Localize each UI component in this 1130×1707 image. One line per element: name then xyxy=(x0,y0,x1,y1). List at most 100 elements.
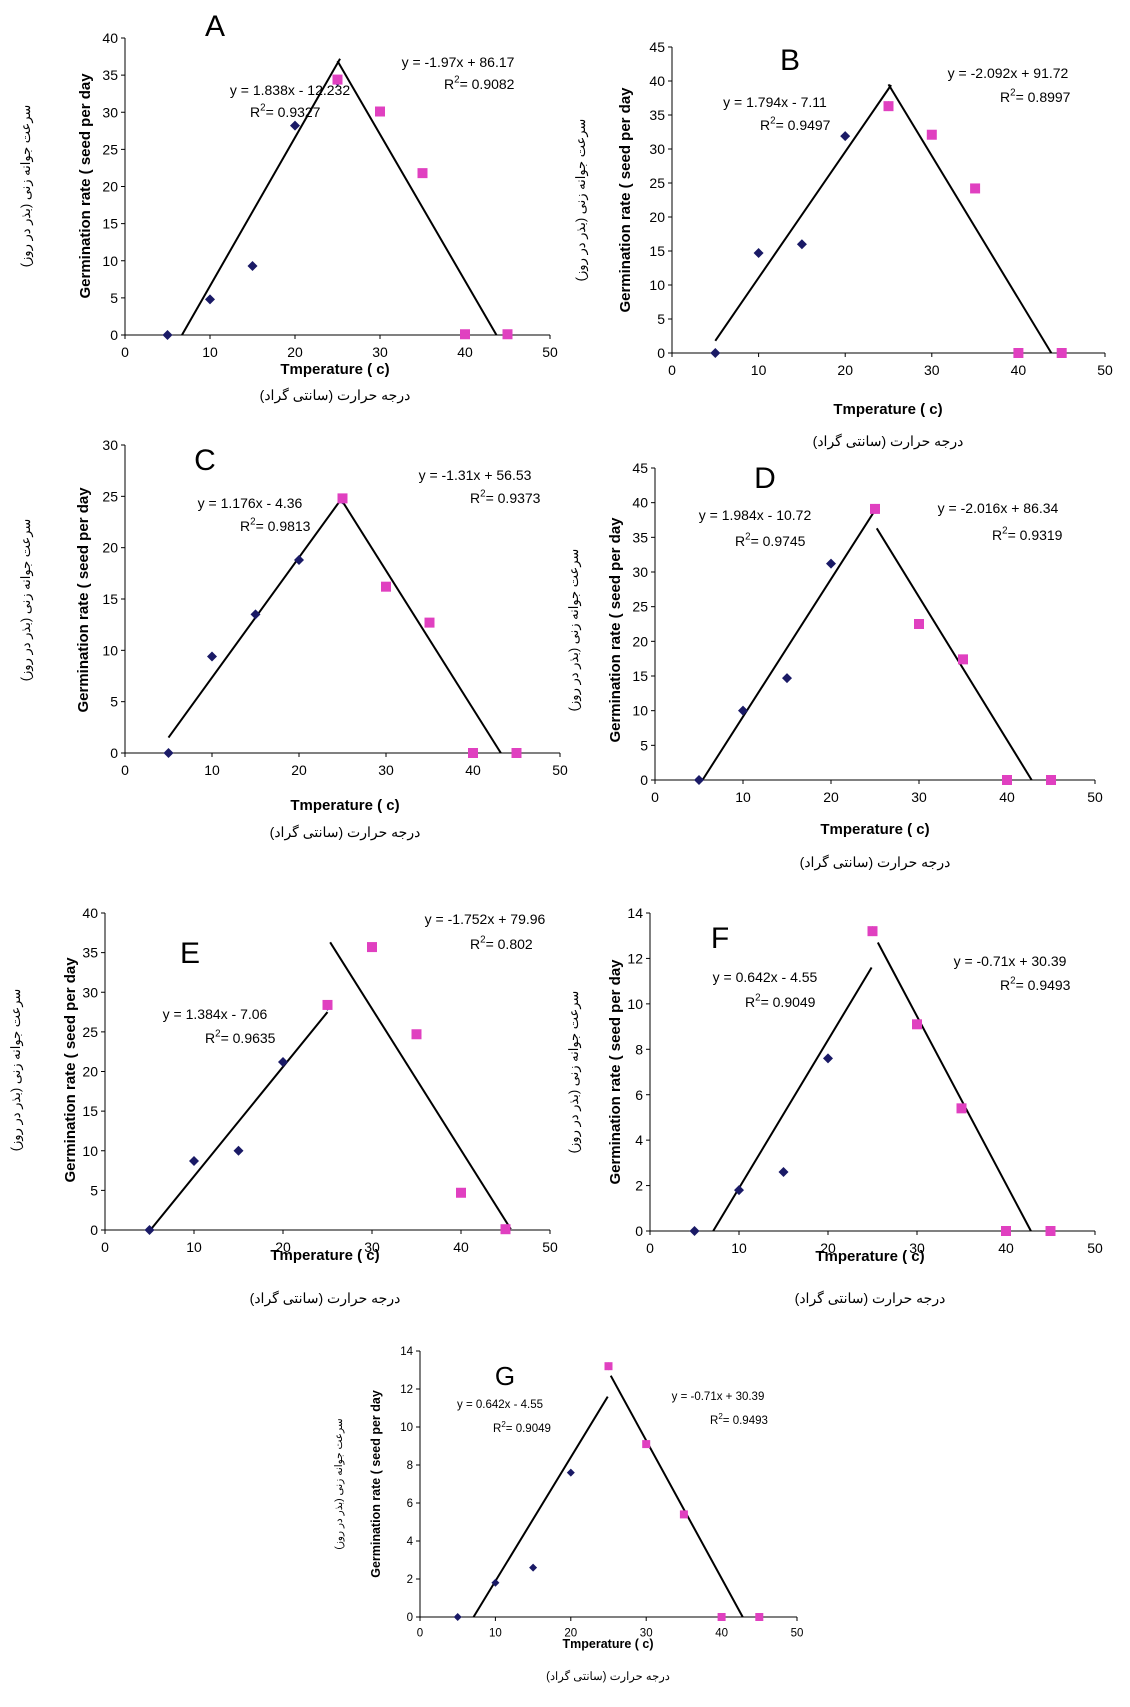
data-point xyxy=(694,775,704,785)
trendline-equation: y = 1.794x - 7.11 xyxy=(723,94,827,110)
data-point xyxy=(468,748,478,758)
r-squared-value: = 0.9493 xyxy=(1016,977,1071,993)
r-squared-label: R2= 0.802 xyxy=(470,935,533,952)
trendline-equation: y = -1.97x + 86.17 xyxy=(402,54,515,70)
data-point xyxy=(1013,348,1024,358)
data-point xyxy=(453,1613,462,1621)
y-tick-label: 6 xyxy=(635,1087,643,1103)
r-squared-symbol: R xyxy=(1000,89,1010,105)
x-tick-label: 30 xyxy=(372,344,388,360)
y-tick-label: 2 xyxy=(635,1178,643,1194)
trendline-equation: y = 1.176x - 4.36 xyxy=(198,495,303,511)
r-squared-exponent: 2 xyxy=(755,993,760,1004)
data-point xyxy=(1002,775,1012,785)
r-squared-value: = 0.9373 xyxy=(486,490,541,506)
x-tick-label: 50 xyxy=(1087,1240,1103,1256)
r-squared-label: R2= 0.9082 xyxy=(444,75,515,92)
data-point xyxy=(247,260,258,271)
y-tick-label: 5 xyxy=(110,694,118,710)
y-tick-label: 15 xyxy=(82,1103,98,1119)
x-tick-label: 0 xyxy=(121,344,129,360)
y-tick-label: 10 xyxy=(400,1422,413,1434)
data-point xyxy=(417,168,428,179)
y-tick-label: 40 xyxy=(649,73,665,89)
r-squared-value: = 0.9049 xyxy=(761,994,816,1010)
data-point xyxy=(502,329,513,340)
chart-panel-g: 0 2 4 6 8 10 12 14 0 10 20 30 40 50 Gy = 0.642x - 4.55… xyxy=(333,1346,803,1683)
y-tick-label: 0 xyxy=(640,772,648,788)
trendline xyxy=(329,941,512,1230)
y-tick-label: 20 xyxy=(82,1064,98,1080)
r-squared-label: R2= 0.9049 xyxy=(745,993,816,1010)
r-squared-symbol: R xyxy=(760,117,770,133)
chart-panel-a: 0 5 10 15 20 25 30 35 40 0 10 20 30 40 50 Ay = 1.838x -… xyxy=(18,10,558,404)
x-tick-label: 30 xyxy=(640,1628,653,1640)
data-point xyxy=(460,329,470,340)
y-axis-label-persian: سرعت جوانه زنی (بذر در روز) xyxy=(18,519,34,682)
data-point xyxy=(322,999,333,1010)
r-squared-exponent: 2 xyxy=(770,116,775,127)
data-point xyxy=(233,1145,244,1156)
x-axis-label: Tmperature ( c) xyxy=(270,1247,379,1264)
data-point xyxy=(867,926,878,937)
r-squared-label: R2= 0.9493 xyxy=(1000,976,1071,993)
y-tick-label: 6 xyxy=(407,1498,413,1510)
trendline-equation: y = -0.71x + 30.39 xyxy=(672,1391,765,1403)
x-tick-label: 0 xyxy=(101,1239,109,1255)
x-tick-label: 50 xyxy=(542,1239,558,1255)
r-squared-exponent: 2 xyxy=(745,532,750,543)
r-squared-label: R2= 0.9497 xyxy=(760,116,831,133)
r-squared-label: R2= 0.9813 xyxy=(240,517,311,534)
data-point xyxy=(883,101,894,112)
panel-letter: A xyxy=(205,10,225,43)
trendline xyxy=(336,60,498,336)
x-tick-label: 20 xyxy=(287,344,303,360)
panel-letter: B xyxy=(780,44,800,77)
data-point xyxy=(689,1226,700,1236)
trendline-equation: y = 1.984x - 10.72 xyxy=(699,507,812,523)
y-tick-label: 12 xyxy=(400,1384,413,1396)
data-point xyxy=(755,1613,764,1621)
trendline xyxy=(714,84,892,342)
y-axis-label: Germination rate ( seed per day xyxy=(607,517,624,743)
y-tick-label: 8 xyxy=(635,1041,643,1057)
y-tick-label: 20 xyxy=(102,179,118,195)
r-squared-symbol: R xyxy=(1000,977,1010,993)
y-tick-label: 20 xyxy=(102,540,118,556)
y-tick-label: 30 xyxy=(82,984,98,1000)
x-tick-label: 0 xyxy=(668,362,676,378)
x-axis-label: Tmperature ( c) xyxy=(290,797,399,814)
trendline xyxy=(609,1375,744,1618)
r-squared-exponent: 2 xyxy=(1010,976,1015,987)
y-tick-label: 15 xyxy=(102,591,118,607)
x-axis-label: Tmperature ( c) xyxy=(280,361,389,378)
r-squared-value: = 0.9493 xyxy=(723,1415,768,1427)
x-tick-label: 50 xyxy=(1097,362,1113,378)
y-tick-label: 25 xyxy=(82,1024,98,1040)
y-tick-label: 35 xyxy=(102,67,118,83)
data-point xyxy=(189,1156,199,1167)
data-point xyxy=(411,1029,422,1040)
trendline-equation: y = 1.838x - 12.232 xyxy=(230,82,350,98)
r-squared-label: R2= 0.9745 xyxy=(735,532,806,549)
trendline-equation: y = -1.752x + 79.96 xyxy=(425,911,546,927)
r-squared-exponent: 2 xyxy=(718,1412,723,1421)
y-tick-label: 0 xyxy=(407,1612,413,1624)
y-tick-label: 2 xyxy=(407,1574,413,1586)
data-point xyxy=(717,1613,726,1621)
x-tick-label: 50 xyxy=(1087,789,1103,805)
panel-letter: F xyxy=(711,922,729,955)
y-tick-label: 0 xyxy=(635,1223,643,1239)
r-squared-value: = 0.9635 xyxy=(221,1030,276,1046)
data-point xyxy=(381,581,391,592)
x-axis-label-persian: درجه حرارت (سانتی گراد) xyxy=(813,433,964,450)
data-point xyxy=(424,617,435,628)
trendline-equation: y = -2.016x + 86.34 xyxy=(938,500,1059,516)
x-tick-label: 30 xyxy=(378,762,394,778)
r-squared-value: = 0.8997 xyxy=(1016,89,1071,105)
data-point xyxy=(290,120,300,131)
data-point xyxy=(753,248,764,259)
x-tick-label: 20 xyxy=(291,762,307,778)
x-tick-label: 30 xyxy=(924,362,940,378)
y-tick-label: 35 xyxy=(82,945,98,961)
